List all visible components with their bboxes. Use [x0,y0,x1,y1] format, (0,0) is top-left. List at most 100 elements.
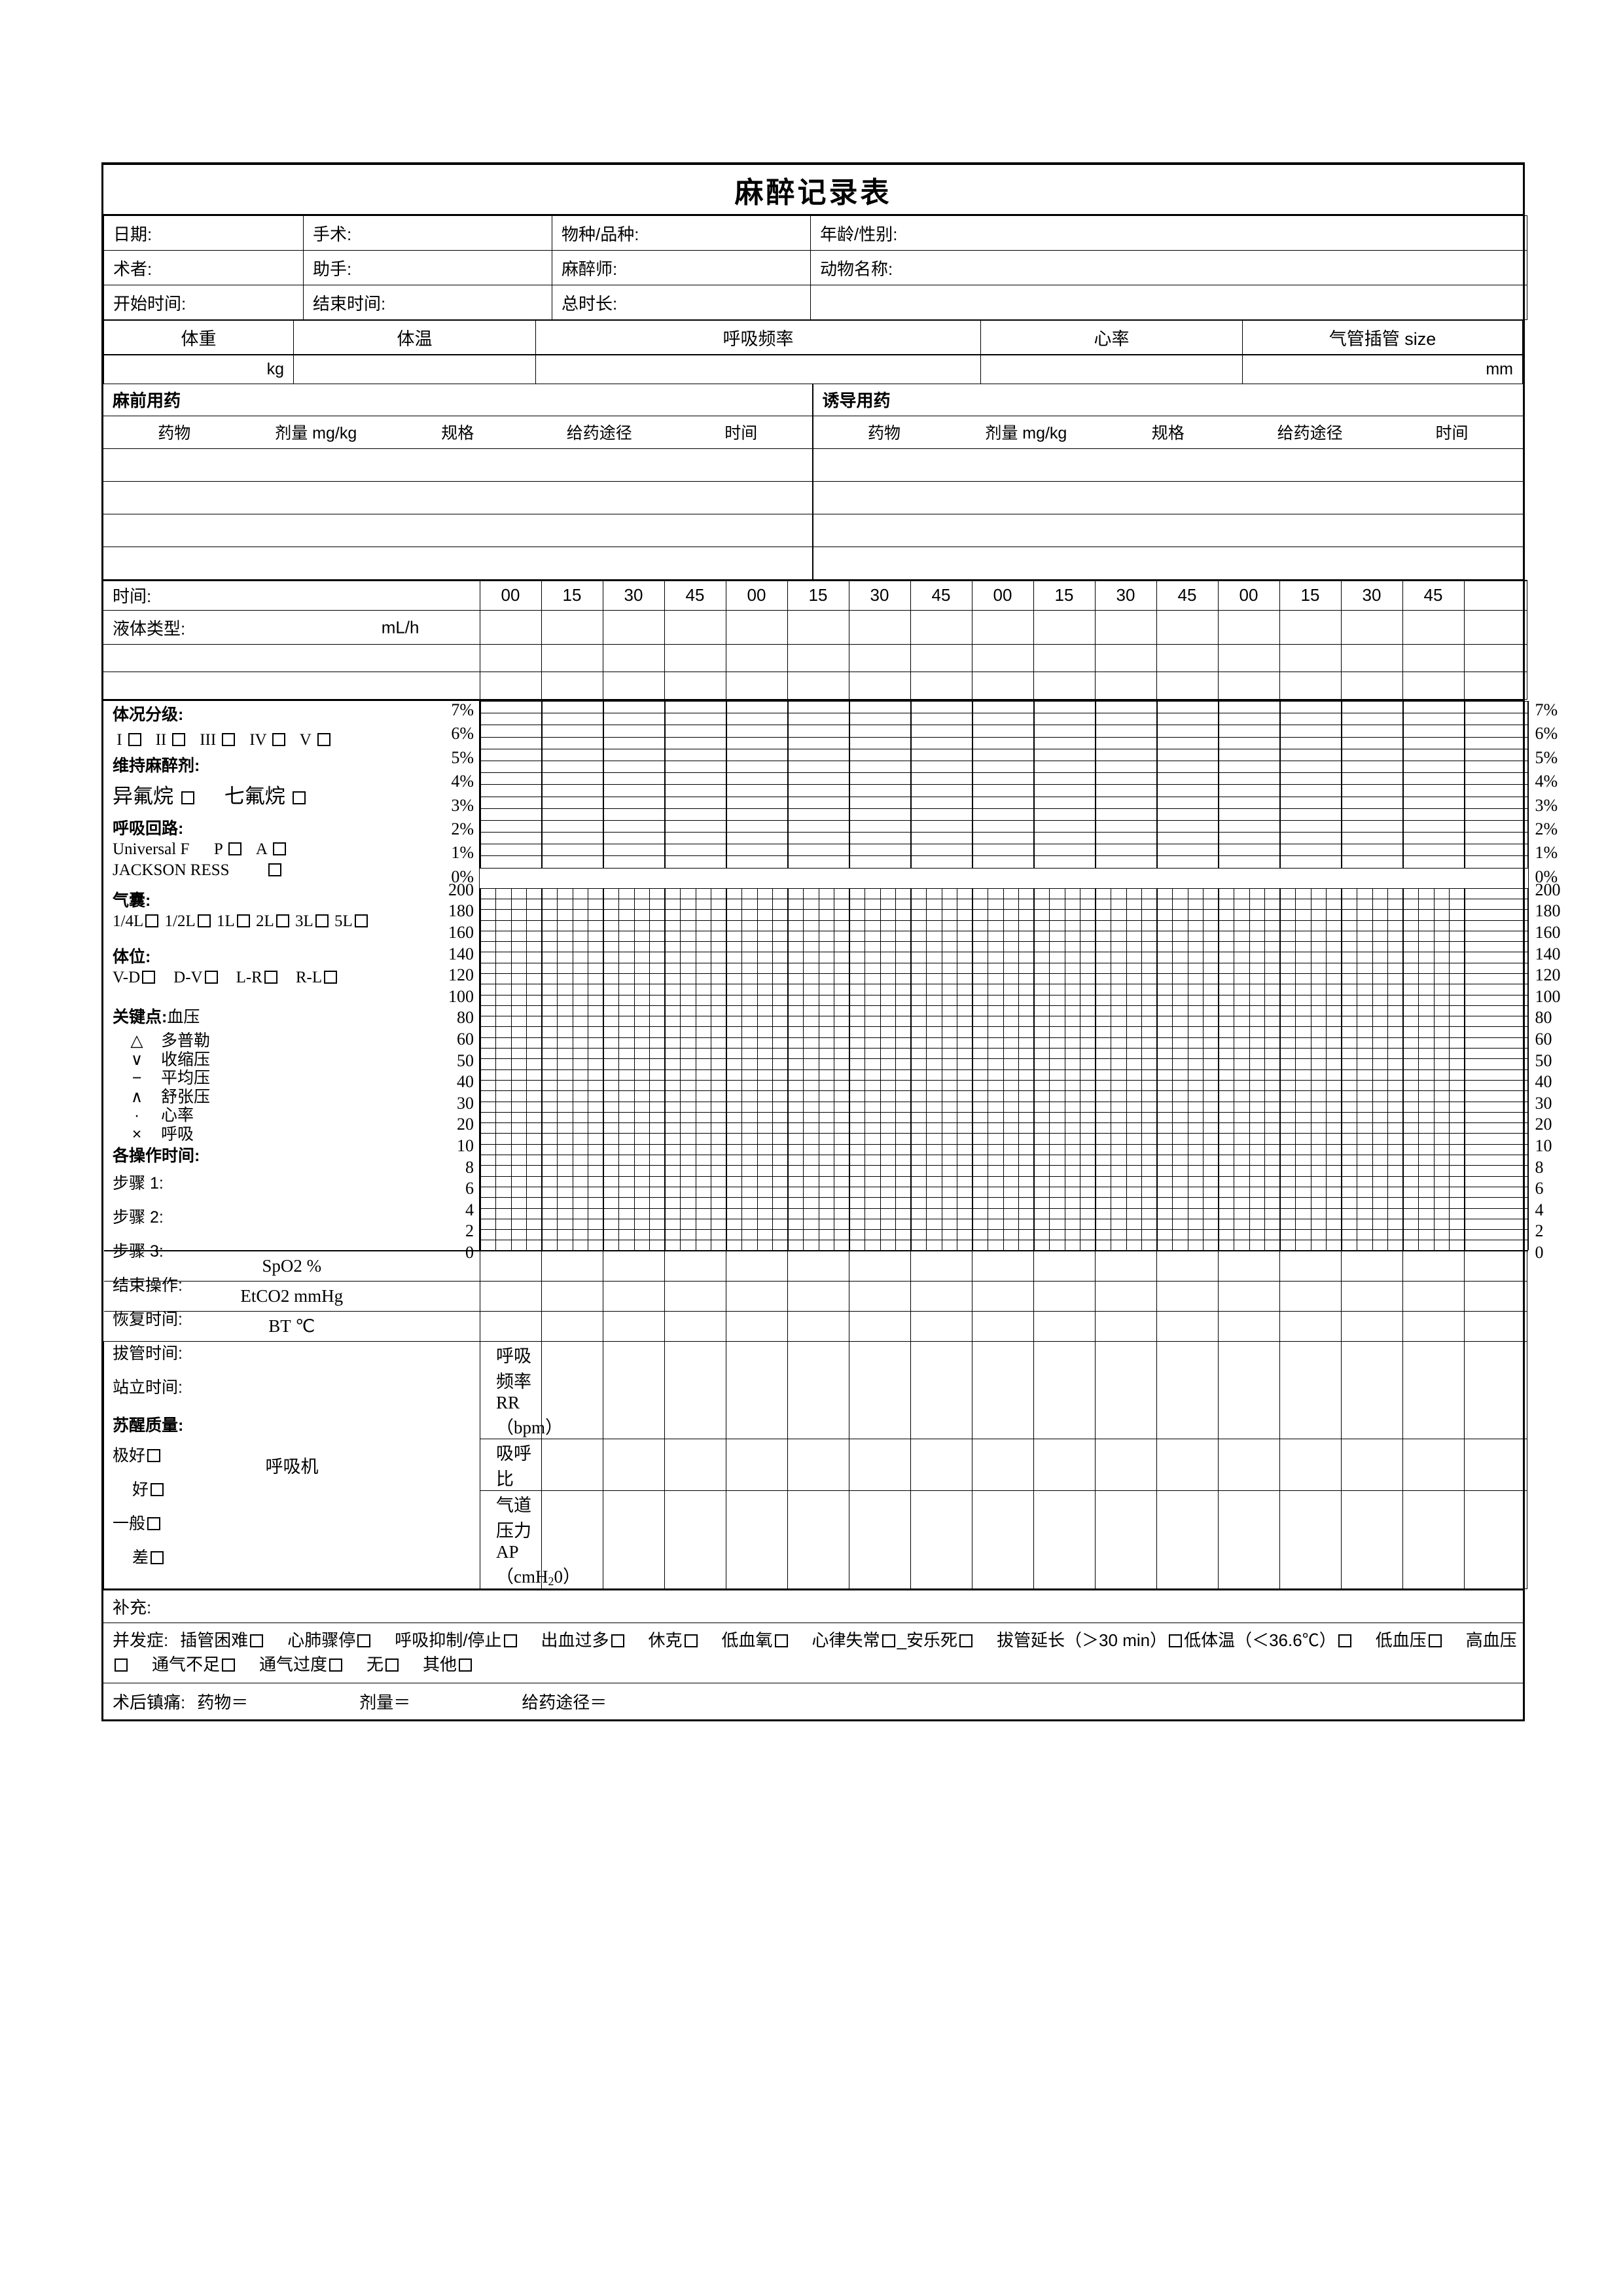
grid-cell[interactable] [1156,994,1173,1006]
grid-cell[interactable] [787,784,850,797]
grid-cell[interactable] [1449,930,1465,942]
grid-cell[interactable] [1141,920,1158,931]
induction-cell[interactable] [813,480,955,514]
grid-cell[interactable] [495,1048,512,1060]
grid-cell[interactable] [941,1122,957,1134]
grid-cell[interactable] [787,1208,804,1219]
grid-cell[interactable] [1234,1101,1250,1113]
grid-cell[interactable] [865,1111,881,1124]
grid-cell[interactable] [1279,898,1296,910]
grid-cell[interactable] [926,952,942,963]
grid-cell[interactable] [880,1218,896,1230]
grid-cell[interactable] [880,888,896,899]
grid-cell[interactable] [1156,748,1219,761]
grid-cell[interactable] [541,994,558,1006]
grid-cell[interactable] [572,898,588,910]
monitor-cell[interactable] [1464,1250,1527,1282]
grid-cell[interactable] [541,920,558,931]
grid-cell[interactable] [1249,898,1265,910]
grid-cell[interactable] [1264,1197,1281,1209]
grid-cell[interactable] [880,909,896,921]
grid-cell[interactable] [1310,1155,1327,1166]
grid-cell[interactable] [1402,909,1419,921]
grid-cell[interactable] [1156,973,1173,985]
grid-cell[interactable] [1234,1026,1250,1038]
grid-cell[interactable] [818,1133,834,1145]
grid-cell[interactable] [1357,1208,1373,1219]
grid-cell[interactable] [695,1122,711,1134]
grid-cell[interactable] [603,984,619,996]
complications-field[interactable]: 并发症: 插管困难 心肺骤停 呼吸抑制/停止 出血过多 休克 低血氧 心律失常 _安乐死 拔管延长… [103,1622,1523,1683]
grid-cell[interactable] [803,920,819,931]
grid-cell[interactable] [680,1016,696,1028]
grid-cell[interactable] [1326,1069,1342,1081]
grid-cell[interactable] [1156,898,1173,910]
grid-cell[interactable] [910,1133,927,1145]
grid-cell[interactable] [557,1186,573,1198]
grid-cell[interactable] [865,1090,881,1102]
grid-cell[interactable] [910,973,927,985]
grid-cell[interactable] [603,832,666,845]
grid-cell[interactable] [541,700,604,714]
grid-cell[interactable] [726,725,789,738]
grid-cell[interactable] [1464,1101,1528,1113]
timeline-cell[interactable] [725,672,788,700]
grid-cell[interactable] [772,994,789,1006]
grid-cell[interactable] [1033,736,1096,749]
grid-cell[interactable] [895,1165,912,1177]
grid-cell[interactable] [495,1133,512,1145]
grid-cell[interactable] [633,1229,650,1241]
grid-cell[interactable] [664,796,727,809]
grid-cell[interactable] [1234,1005,1250,1017]
grid-cell[interactable] [633,973,650,985]
grid-cell[interactable] [664,888,681,899]
induction-cell[interactable] [1381,480,1523,514]
grid-cell[interactable] [1141,1165,1158,1177]
grid-cell[interactable] [618,952,635,963]
grid-cell[interactable] [1249,920,1265,931]
grid-cell[interactable] [1156,941,1173,953]
grid-cell[interactable] [1218,1165,1234,1177]
grid-cell[interactable] [1049,1005,1065,1017]
grid-cell[interactable] [757,1069,773,1081]
grid-cell[interactable] [1095,855,1158,869]
grid-cell[interactable] [541,1090,558,1102]
grid-cell[interactable] [1203,1111,1219,1124]
grid-cell[interactable] [849,855,912,869]
grid-cell[interactable] [1033,1229,1050,1241]
grid-cell[interactable] [603,1155,619,1166]
grid-cell[interactable] [1218,920,1234,931]
grid-cell[interactable] [1018,1090,1035,1102]
grid-cell[interactable] [1003,1090,1019,1102]
grid-cell[interactable] [1402,760,1465,774]
timeline-cell[interactable] [541,672,603,700]
grid-cell[interactable] [726,898,742,910]
grid-cell[interactable] [1326,1186,1342,1198]
grid-cell[interactable] [618,1079,635,1092]
grid-cell[interactable] [834,930,850,942]
grid-cell[interactable] [1049,1133,1065,1145]
grid-cell[interactable] [1295,1101,1311,1113]
grid-cell[interactable] [1387,1005,1404,1017]
grid-cell[interactable] [1018,1111,1035,1124]
grid-cell[interactable] [557,1069,573,1081]
grid-cell[interactable] [1111,920,1127,931]
grid-cell[interactable] [572,952,588,963]
grid-cell[interactable] [495,1229,512,1241]
grid-cell[interactable] [1464,760,1528,774]
grid-cell[interactable] [972,1026,988,1038]
grid-cell[interactable] [926,1155,942,1166]
timeline-cell[interactable] [1217,644,1280,672]
grid-cell[interactable] [1033,1218,1050,1230]
grid-cell[interactable] [1449,1079,1465,1092]
premed-cell[interactable] [387,480,529,514]
grid-cell[interactable] [1018,952,1035,963]
grid-cell[interactable] [1464,888,1528,899]
grid-cell[interactable] [941,994,957,1006]
grid-cell[interactable] [926,1186,942,1198]
grid-cell[interactable] [1033,832,1096,845]
grid-cell[interactable] [849,700,912,714]
grid-cell[interactable] [1033,1111,1050,1124]
grid-cell[interactable] [1449,1208,1465,1219]
induction-cell[interactable] [955,513,1097,547]
